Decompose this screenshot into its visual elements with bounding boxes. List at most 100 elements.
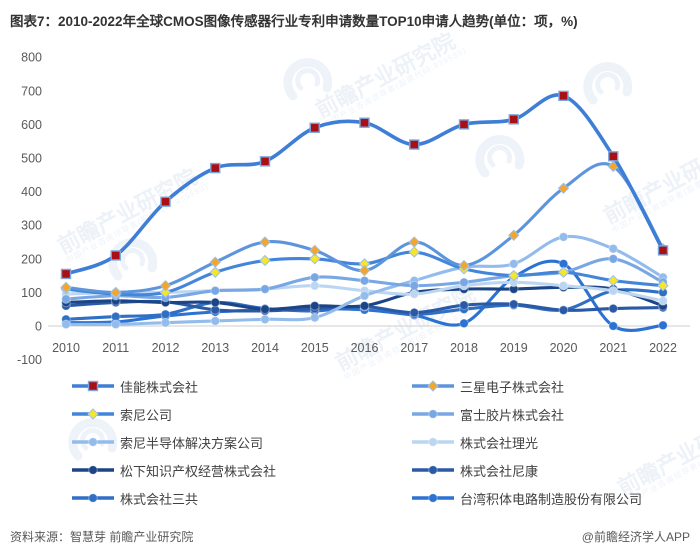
y-axis-tick-label: 800 (21, 51, 42, 65)
data-point-marker (428, 409, 438, 419)
data-point-marker (408, 236, 420, 248)
data-point-marker (210, 316, 221, 326)
y-axis-tick-label: 300 (21, 219, 42, 233)
x-axis-tick-label: 2017 (400, 341, 428, 355)
data-point-marker (459, 318, 469, 329)
data-point-marker (309, 272, 320, 283)
data-point-marker (259, 156, 271, 167)
legend-label: 松下知识产权经营株式会社 (120, 463, 277, 479)
legend-item: 富士胶片株式会社 (410, 405, 690, 424)
data-point-marker (260, 284, 270, 294)
data-point-marker (608, 303, 619, 314)
footer: 资料来源：智慧芽 前瞻产业研究院 @前瞻经济学人APP (10, 528, 690, 545)
x-axis-tick-label: 2020 (550, 341, 578, 355)
data-point-marker (608, 285, 619, 296)
chart-series (60, 246, 669, 300)
data-point-marker (209, 256, 221, 268)
data-point-marker (428, 437, 438, 447)
y-axis-tick-label: 100 (21, 286, 42, 300)
legend-item: 索尼公司 (70, 405, 410, 424)
data-point-marker (658, 320, 668, 331)
data-point-marker (658, 296, 668, 306)
x-axis-tick-label: 2022 (649, 341, 677, 355)
line-chart: 800 700 600 500 400 300 200 100 0 -100 2010 2011 201… (17, 51, 690, 367)
x-axis-tick-label: 2011 (102, 341, 129, 355)
data-point-marker (359, 301, 370, 311)
x-axis-tick-label: 2010 (52, 341, 80, 355)
data-point-marker (259, 254, 271, 267)
data-point-marker (657, 279, 669, 292)
x-axis-tick-label: 2015 (301, 341, 329, 355)
legend-item: 台湾积体电路制造股份有限公司 (410, 489, 690, 508)
data-point-marker (409, 139, 420, 150)
data-point-marker (558, 232, 569, 242)
chart-series (60, 90, 669, 280)
legend-marker-icon (412, 437, 454, 447)
data-point-marker (608, 151, 619, 162)
data-point-marker (428, 493, 438, 503)
x-axis-tick-label: 2018 (450, 341, 478, 355)
legend-item: 株式会社三共 (70, 489, 410, 508)
data-point-marker (159, 286, 172, 299)
legend-item: 松下知识产权经营株式会社 (70, 461, 410, 480)
data-point-marker (558, 305, 569, 316)
legend-item: 三星电子株式会社 (410, 377, 690, 396)
y-axis-tick-label: 600 (21, 118, 42, 132)
data-point-marker (558, 90, 569, 102)
legend-marker-icon (412, 493, 454, 503)
data-point-marker (508, 299, 519, 309)
data-point-marker (409, 280, 420, 291)
legend-label: 佳能株式会社 (120, 379, 199, 395)
data-point-marker (88, 437, 98, 447)
data-point-marker (160, 196, 171, 207)
data-point-marker (359, 275, 370, 286)
legend-item: 株式会社尼康 (410, 461, 690, 480)
legend-marker-icon (72, 408, 114, 420)
data-point-marker (210, 285, 221, 296)
data-point-marker (508, 259, 519, 269)
data-point-marker (260, 304, 270, 315)
data-point-marker (608, 254, 619, 264)
legend-marker-icon (72, 380, 114, 392)
data-point-marker (657, 245, 669, 256)
data-point-marker (558, 280, 569, 291)
data-point-marker (428, 465, 438, 475)
data-point-marker (409, 307, 420, 318)
y-axis-tick-label: 500 (21, 152, 42, 166)
data-point-marker (358, 264, 371, 277)
x-axis-tick-label: 2013 (201, 341, 229, 355)
data-point-marker (60, 281, 72, 294)
data-point-marker (110, 250, 121, 261)
legend-label: 富士胶片株式会社 (460, 407, 565, 423)
data-point-marker (359, 290, 370, 301)
data-point-marker (508, 229, 520, 241)
data-point-marker (608, 243, 619, 254)
data-point-marker (427, 380, 439, 392)
legend-label: 台湾积体电路制造股份有限公司 (460, 491, 643, 507)
data-point-marker (458, 119, 470, 130)
data-point-marker (557, 182, 570, 194)
y-axis-tick-label: 200 (21, 252, 42, 266)
legend-item: 佳能株式会社 (70, 377, 410, 396)
data-point-marker (87, 380, 99, 392)
x-axis-tick-label: 2016 (351, 341, 379, 355)
data-point-marker (459, 277, 469, 288)
data-point-marker (110, 286, 122, 299)
legend-item: 株式会社理光 (410, 433, 690, 452)
legend-label: 株式会社理光 (460, 435, 539, 451)
legend-marker-icon (412, 380, 454, 392)
legend-label: 索尼公司 (120, 407, 173, 423)
data-point-marker (260, 314, 270, 325)
legend-marker-icon (412, 409, 454, 419)
legend-marker-icon (72, 465, 114, 475)
data-point-marker (608, 321, 619, 331)
data-point-marker (309, 280, 320, 291)
chart-legend: 佳能株式会社 三星电子株式会社 索尼公司 富士胶片株式会社 索尼半导体解决方案公司 株式会… (70, 372, 690, 512)
data-point-marker (159, 279, 172, 292)
data-point-marker (110, 319, 121, 330)
legend-marker-icon (412, 465, 454, 475)
x-axis-tick-label: 2021 (599, 341, 627, 355)
y-axis-tick-label: 0 (35, 320, 42, 334)
legend-label: 三星电子株式会社 (460, 379, 565, 395)
